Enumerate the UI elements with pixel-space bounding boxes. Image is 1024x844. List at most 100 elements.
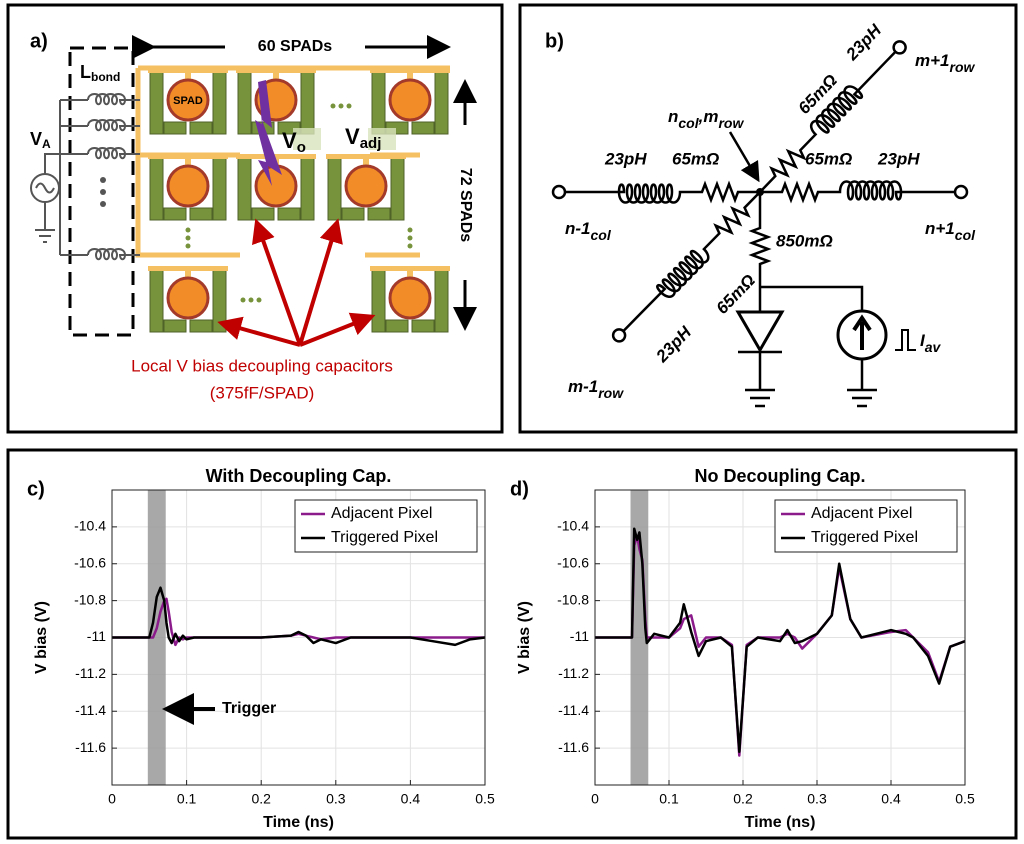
terminal	[892, 40, 907, 55]
label-main: V	[282, 128, 297, 153]
x-tick-label: 0.4	[881, 791, 901, 807]
inductance-label: 23pH	[877, 149, 920, 168]
axes-box	[111, 489, 486, 786]
inductance-label: 23pH	[652, 322, 696, 366]
label-sub: A	[42, 137, 51, 151]
label-sub: o	[297, 139, 306, 156]
shaded-region	[147, 490, 166, 785]
bond-wires	[30, 93, 140, 261]
y-tick-label: -11.6	[75, 739, 106, 755]
y-tick-label: -11.4	[558, 702, 589, 718]
y-tick-label: -11	[87, 628, 106, 644]
caption: Local V bias decoupling capacitors	[131, 356, 393, 375]
x-tick-label: 0.3	[326, 791, 346, 807]
panel-label: b)	[545, 30, 564, 52]
inductance-label: 23pH	[842, 20, 886, 64]
inductance-label: 23pH	[604, 149, 647, 168]
x-tick-label: 0	[108, 791, 116, 807]
current-label: Iav	[920, 331, 942, 354]
y-tick-label: -11.4	[75, 702, 106, 718]
annotation: Trigger	[222, 700, 276, 717]
spad-array	[146, 66, 452, 334]
panel-label: d)	[510, 478, 529, 500]
y-tick-label: -10.6	[557, 554, 589, 570]
source-label: VA	[30, 129, 51, 151]
panel-b: b) ncol,mrow 23pH 65mΩ 65mΩ 23pH 65mΩ 23…	[545, 20, 976, 408]
panel-frame	[6, 448, 1018, 840]
label-main: n-1	[565, 219, 591, 238]
terminal-label: m+1row	[915, 51, 976, 74]
y-axis-label: V bias (V)	[516, 601, 533, 674]
branch-wire	[759, 50, 897, 193]
label-main: m+1	[915, 51, 950, 70]
vo-label: Vo	[282, 128, 306, 156]
legend-box	[294, 499, 478, 553]
legend-label: Triggered Pixel	[811, 529, 918, 546]
y-tick-label: -11.2	[75, 665, 106, 681]
y-tick-label: -10.8	[557, 591, 589, 607]
y-axis-label: V bias (V)	[33, 601, 50, 674]
bond-box	[68, 46, 135, 337]
label-main: n	[668, 107, 678, 126]
x-tick-label: 0	[591, 791, 599, 807]
terminal	[551, 184, 567, 200]
panel-label: c)	[27, 478, 45, 500]
panel-frame	[6, 3, 504, 434]
label-sub: col	[678, 115, 699, 131]
label-sub: row	[598, 385, 624, 401]
label-main: I	[920, 331, 926, 350]
y-tick-label: -10.8	[74, 591, 106, 607]
terminal	[953, 184, 969, 200]
pointer-arrows	[217, 218, 376, 347]
terminal-label: n+1col	[925, 219, 976, 242]
label-main: L	[80, 62, 91, 82]
x-tick-label: 0.2	[251, 791, 271, 807]
x-tick-label: 0.5	[955, 791, 975, 807]
x-tick-label: 0.5	[475, 791, 495, 807]
trigger-bolt	[255, 80, 282, 186]
label-main: V	[30, 129, 42, 149]
legend-label: Adjacent Pixel	[811, 505, 912, 522]
terminal-label: n-1col	[565, 219, 612, 242]
resistance-label: 65mΩ	[805, 149, 852, 168]
label-sub: row	[718, 115, 744, 131]
label-sub: col	[955, 227, 976, 243]
terminal	[611, 328, 627, 343]
panel-a: a) 60 SPADs 72 SPADs SPAD Vo Vadj Local …	[30, 30, 477, 402]
bond-label: Lbond	[80, 62, 120, 84]
node-label: ncol,mrow	[668, 107, 744, 130]
panel-label: a)	[30, 30, 48, 52]
x-tick-label: 0.4	[401, 791, 421, 807]
series-line	[112, 586, 486, 647]
spad-label: SPAD	[173, 95, 203, 107]
terminal-label: m-1row	[568, 377, 624, 400]
branch-wire	[565, 180, 760, 204]
x-axis-label: Time (ns)	[263, 814, 334, 831]
vadj-label: Vadj	[345, 124, 381, 152]
panel-frame	[518, 3, 1018, 434]
branch-wire	[760, 180, 955, 204]
axes-box	[594, 489, 966, 786]
branch-wire	[622, 191, 761, 332]
label-main: V	[345, 124, 360, 149]
label-sub: bond	[91, 70, 120, 84]
width-label: 60 SPADs	[258, 38, 333, 55]
y-tick-label: -10.4	[557, 518, 589, 534]
label-sub: av	[925, 339, 942, 355]
branch-down	[611, 191, 761, 343]
label-main: m-1	[568, 377, 598, 396]
branch-left	[551, 180, 760, 204]
label-main: n+1	[925, 219, 955, 238]
y-tick-label: -10.4	[74, 518, 106, 534]
y-tick-label: -11.2	[558, 665, 589, 681]
height-label: 72 SPADs	[457, 168, 474, 243]
branch-up	[759, 40, 907, 193]
resistance-label: 850mΩ	[776, 231, 833, 250]
label-sub: row	[950, 59, 976, 75]
x-tick-label: 0.1	[659, 791, 679, 807]
x-axis-label: Time (ns)	[745, 814, 816, 831]
y-tick-label: -11	[570, 628, 589, 644]
resistance-label: 65mΩ	[672, 149, 719, 168]
caption: (375fF/SPAD)	[210, 383, 315, 402]
legend-box	[774, 499, 958, 553]
